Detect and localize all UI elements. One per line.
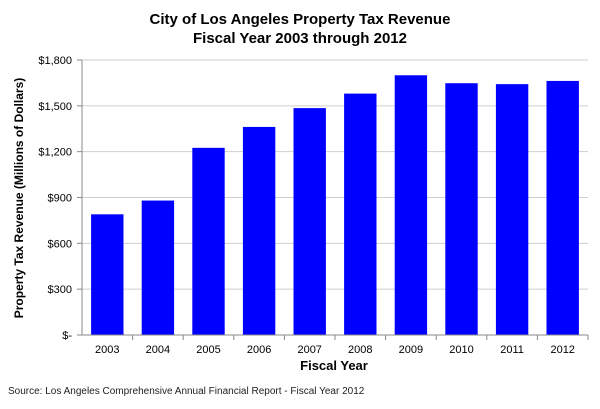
x-tick-label: 2004 [146,344,170,356]
bar-2009 [394,75,428,336]
bar-2011 [495,84,529,335]
y-tick-label: $1,200 [38,147,72,159]
bar-2003 [91,214,124,335]
bar-2005 [192,147,225,335]
x-tick-label: 2011 [500,344,524,356]
axes [77,59,589,340]
x-tick-label: 2012 [550,344,574,356]
bar-2008 [344,93,377,335]
y-tick-label: $- [62,330,72,342]
chart-title-line-2: Fiscal Year 2003 through 2012 [192,30,407,47]
tick-labels: $- $300 $600 $900 $1,200 $1,500 $1,800 2003 2004… [38,55,575,356]
y-tick-label: $1,800 [38,55,72,67]
x-tick-label: 2005 [196,344,220,356]
bar-2007 [293,108,326,335]
x-tick-label: 2010 [449,344,473,356]
bar-2004 [141,200,175,335]
x-tick-label: 2003 [95,344,119,356]
chart-title-line-1: City of Los Angeles Property Tax Revenue [149,11,451,28]
y-tick-label: $300 [48,284,72,296]
y-tick-label: $600 [48,238,72,250]
y-tick-label: $1,500 [38,101,72,113]
x-tick-label: 2008 [348,344,372,356]
y-tick-label: $900 [48,193,72,205]
x-axis-label: Fiscal Year [300,358,368,373]
chart-title: City of Los Angeles Property Tax Revenue… [0,10,600,48]
x-tick-label: 2006 [247,344,271,356]
source-note: Source: Los Angeles Comprehensive Annual… [8,386,365,397]
x-tick-label: 2009 [399,344,423,356]
x-tick-label: 2007 [297,344,321,356]
bar-2010 [445,83,478,335]
bar-2012 [546,80,579,335]
bar-2006 [242,126,276,336]
y-axis-label: Property Tax Revenue (Millions of Dollar… [12,78,26,319]
bars [91,75,579,336]
